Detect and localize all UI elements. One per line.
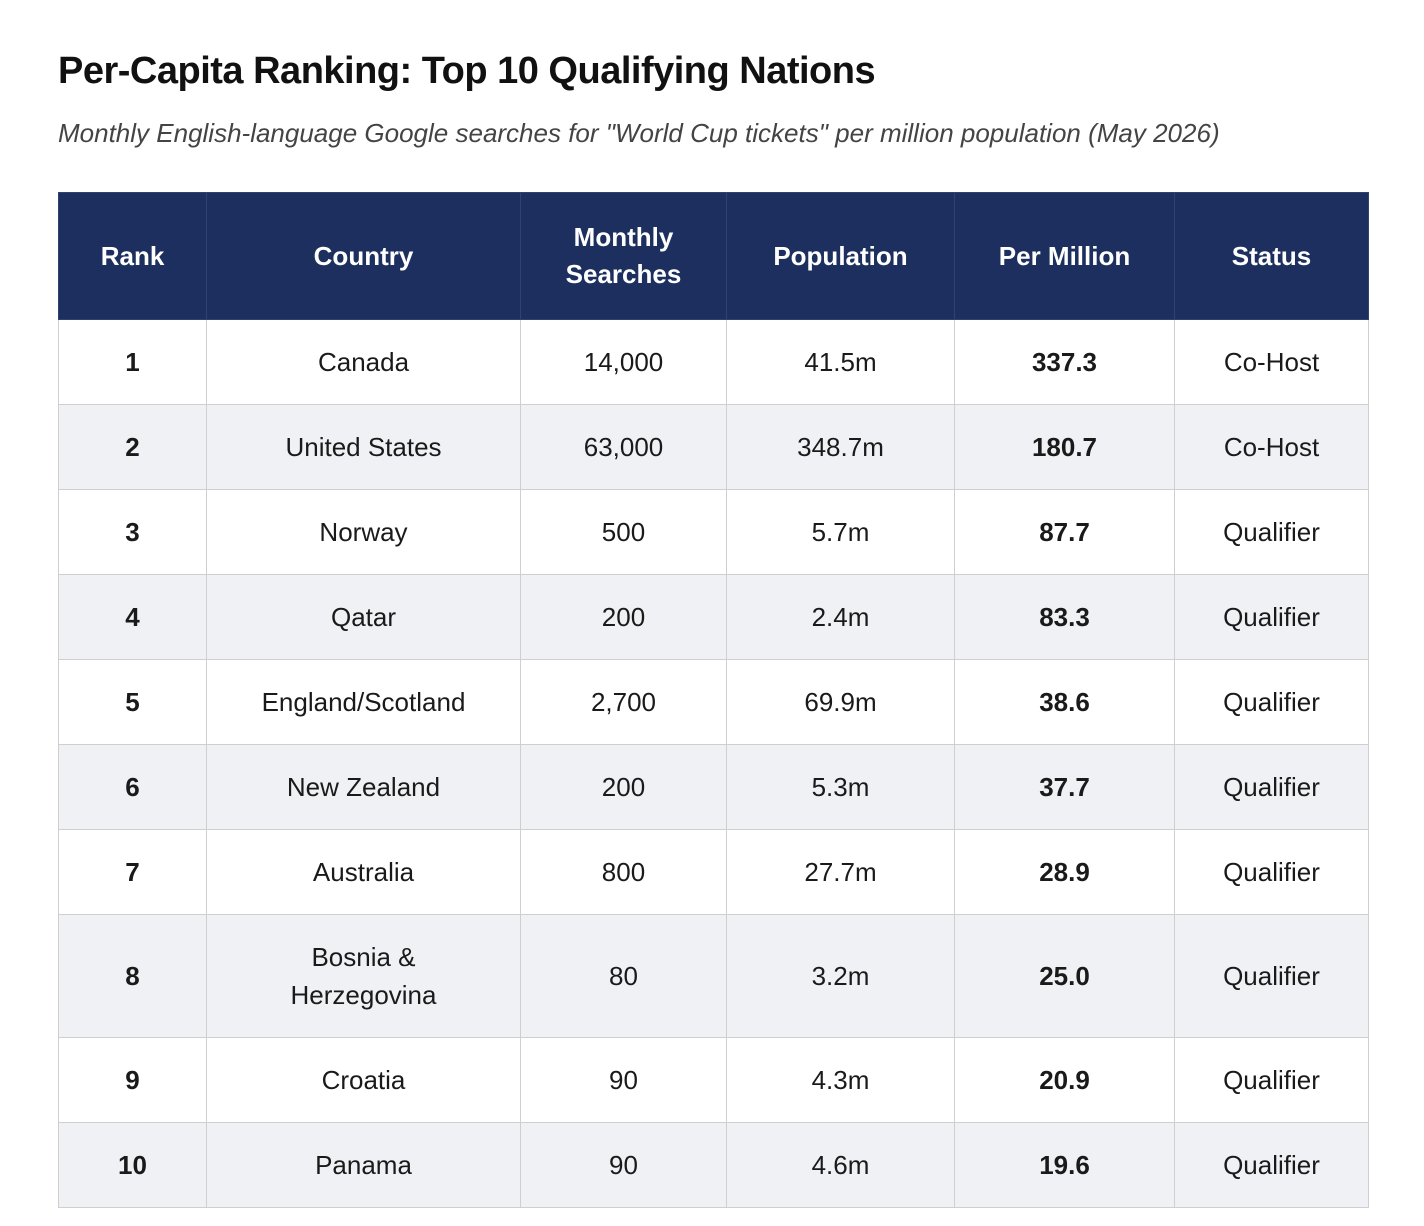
subtitle: Monthly English-language Google searches… (58, 118, 1220, 148)
column-header: Status (1174, 192, 1369, 320)
cell-rank: 2 (58, 404, 207, 490)
cell-pop: 27.7m (726, 829, 955, 915)
cell-country: New Zealand (206, 744, 521, 830)
column-header: Monthly Searches (520, 192, 727, 320)
cell-pop: 5.7m (726, 489, 955, 575)
table-row: 8 Bosnia & Herzegovina 80 3.2m 25.0 Qualifier (58, 914, 1369, 1038)
cell-searches: 90 (520, 1037, 727, 1123)
table-row: 4 Qatar 200 2.4m 83.3 Qualifier (58, 574, 1369, 660)
cell-pm: 37.7 (954, 744, 1175, 830)
cell-pm: 19.6 (954, 1122, 1175, 1208)
table-row: 7 Australia 800 27.7m 28.9 Qualifier (58, 829, 1369, 915)
cell-status: Qualifier (1174, 574, 1369, 660)
table-row: 2 United States 63,000 348.7m 180.7 Co-Host (58, 404, 1369, 490)
cell-searches: 63,000 (520, 404, 727, 490)
cell-rank: 6 (58, 744, 207, 830)
cell-rank: 10 (58, 1122, 207, 1208)
cell-pop: 69.9m (726, 659, 955, 745)
cell-status: Qualifier (1174, 1037, 1369, 1123)
cell-rank: 5 (58, 659, 207, 745)
column-header: Country (206, 192, 521, 320)
cell-rank: 9 (58, 1037, 207, 1123)
cell-status: Qualifier (1174, 489, 1369, 575)
cell-pm: 38.6 (954, 659, 1175, 745)
cell-country: Qatar (206, 574, 521, 660)
cell-searches: 500 (520, 489, 727, 575)
column-header: Per Million (954, 192, 1175, 320)
cell-searches: 200 (520, 574, 727, 660)
cell-status: Co-Host (1174, 319, 1369, 405)
header-row: Rank Country Monthly Searches Population Per… (58, 192, 1369, 320)
cell-country: Croatia (206, 1037, 521, 1123)
cell-status: Qualifier (1174, 744, 1369, 830)
column-header: Rank (58, 192, 207, 320)
table-row: 5 England/Scotland 2,700 69.9m 38.6 Qualifier (58, 659, 1369, 745)
cell-pop: 3.2m (726, 914, 955, 1038)
cell-rank: 4 (58, 574, 207, 660)
cell-pm: 28.9 (954, 829, 1175, 915)
cell-country: England/Scotland (206, 659, 521, 745)
table-row: 9 Croatia 90 4.3m 20.9 Qualifier (58, 1037, 1369, 1123)
title: Per-Capita Ranking: Top 10 Qualifying Na… (58, 50, 876, 92)
cell-pm: 87.7 (954, 489, 1175, 575)
cell-country: Panama (206, 1122, 521, 1208)
cell-rank: 8 (58, 914, 207, 1038)
cell-status: Co-Host (1174, 404, 1369, 490)
table-row: 1 Canada 14,000 41.5m 337.3 Co-Host (58, 319, 1369, 405)
cell-status: Qualifier (1174, 659, 1369, 745)
cell-country: Norway (206, 489, 521, 575)
cell-rank: 3 (58, 489, 207, 575)
table-row: 3 Norway 500 5.7m 87.7 Qualifier (58, 489, 1369, 575)
cell-pop: 2.4m (726, 574, 955, 660)
cell-pop: 348.7m (726, 404, 955, 490)
cell-pm: 180.7 (954, 404, 1175, 490)
cell-country: Canada (206, 319, 521, 405)
cell-pm: 337.3 (954, 319, 1175, 405)
cell-status: Qualifier (1174, 914, 1369, 1038)
cell-pop: 4.3m (726, 1037, 955, 1123)
table-row: 6 New Zealand 200 5.3m 37.7 Qualifier (58, 744, 1369, 830)
column-header: Population (726, 192, 955, 320)
cell-pm: 83.3 (954, 574, 1175, 660)
cell-searches: 80 (520, 914, 727, 1038)
cell-searches: 800 (520, 829, 727, 915)
cell-searches: 14,000 (520, 319, 727, 405)
cell-rank: 1 (58, 319, 207, 405)
cell-rank: 7 (58, 829, 207, 915)
cell-searches: 90 (520, 1122, 727, 1208)
cell-status: Qualifier (1174, 1122, 1369, 1208)
cell-status: Qualifier (1174, 829, 1369, 915)
cell-pop: 4.6m (726, 1122, 955, 1208)
cell-searches: 200 (520, 744, 727, 830)
table-row: 10 Panama 90 4.6m 19.6 Qualifier (58, 1122, 1369, 1208)
ranking-table: Rank Country Monthly Searches Population Per… (58, 192, 1369, 1208)
cell-country: Bosnia & Herzegovina (206, 914, 521, 1038)
cell-country: United States (206, 404, 521, 490)
cell-country: Australia (206, 829, 521, 915)
cell-pm: 25.0 (954, 914, 1175, 1038)
cell-pop: 41.5m (726, 319, 955, 405)
cell-pop: 5.3m (726, 744, 955, 830)
cell-searches: 2,700 (520, 659, 727, 745)
cell-pm: 20.9 (954, 1037, 1175, 1123)
